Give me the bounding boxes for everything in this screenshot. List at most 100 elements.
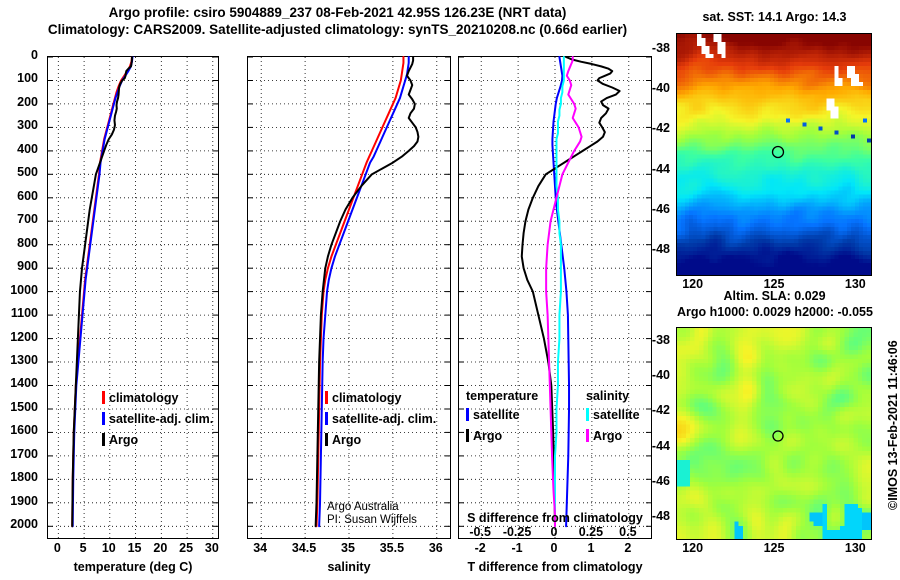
legend-swatch-climatology — [102, 391, 105, 404]
difference-legend-temperature: temperature satellite Argo — [466, 389, 538, 445]
map-ytick-neg48: -48 — [651, 509, 670, 524]
map-ytick-neg46: -46 — [651, 201, 670, 216]
depth-tick-1800: 1800 — [10, 470, 38, 485]
xtick-0.5: 0.5 — [619, 525, 637, 539]
depth-tick-1300: 1300 — [10, 353, 38, 368]
legend-swatch-temp-argo — [466, 429, 469, 442]
depth-tick-0: 0 — [31, 48, 38, 62]
temperature-xticks: 0 5 10 15 20 25 30 — [47, 541, 219, 559]
legend-label-sal-argo: Argo — [593, 429, 623, 443]
attribution-org: Argo Australia — [327, 501, 399, 513]
depth-tick-800: 800 — [17, 235, 38, 250]
legend-label-argo: Argo — [109, 433, 139, 447]
xtick-35: 35 — [341, 541, 355, 555]
page-title-line1: Argo profile: csiro 5904889_237 08-Feb-2… — [108, 5, 567, 20]
map-xtick-120: 120 — [682, 277, 704, 291]
legend-label-temp-satellite: satellite — [473, 408, 520, 422]
sst-map-header: sat. SST: 14.1 Argo: 14.3 — [702, 10, 847, 24]
map-xtick-130: 130 — [844, 541, 866, 555]
legend-label-climatology-sal: climatology — [332, 391, 402, 405]
sst-map-yticks: -38 -40 -42 -44 -46 -48 — [640, 33, 674, 276]
xtick-36: 36 — [428, 541, 443, 555]
legend-swatch-argo-sal — [325, 433, 328, 446]
sla-map[interactable] — [676, 327, 872, 540]
map-ytick-neg40: -40 — [651, 368, 670, 383]
depth-tick-2000: 2000 — [10, 517, 38, 532]
legend-label-argo-sal: Argo — [332, 433, 362, 447]
map-xtick-130: 130 — [844, 277, 866, 291]
legend-swatch-temp-satellite — [466, 408, 469, 421]
sla-map-xticks: 120 125 130 — [676, 541, 872, 557]
temperature-depth-ticks: 0 100 200 300 400 500 600 700 800 900 1000 1100 1200… — [0, 48, 44, 539]
depth-tick-1400: 1400 — [10, 376, 38, 391]
map-ytick-neg38: -38 — [651, 333, 670, 348]
legend-label-satellite-adj: satellite-adj. clim. — [109, 412, 214, 426]
map-ytick-neg44: -44 — [651, 438, 670, 453]
xtick-10: 10 — [101, 541, 116, 555]
sst-map[interactable] — [676, 33, 872, 276]
depth-tick-600: 600 — [17, 188, 38, 203]
depth-tick-700: 700 — [17, 212, 38, 227]
copyright-text: ©IMOS 13-Feb-2021 11:46:06 — [886, 340, 900, 510]
xtick-25: 25 — [179, 541, 194, 555]
salinity-xticks: 34 34.5 35 35.5 36 — [247, 541, 451, 559]
legend-swatch-argo — [102, 433, 105, 446]
legend-label-satellite-adj-sal: satellite-adj. clim. — [332, 412, 437, 426]
xtick--0.5: -0.5 — [469, 525, 491, 539]
xtick--2: -2 — [474, 541, 486, 555]
xtick-0: 0 — [53, 541, 61, 555]
xtick-2: 2 — [624, 541, 632, 555]
difference-xticks-bottom: -2 -1 0 1 2 — [458, 541, 652, 559]
sla-map-header-line2: Argo h1000: 0.0029 h2000: -0.055 — [677, 305, 873, 319]
depth-tick-900: 900 — [17, 259, 38, 274]
xtick--0.25: -0.25 — [502, 525, 532, 539]
page-title-line2: Climatology: CARS2009. Satellite-adjuste… — [47, 22, 628, 37]
map-ytick-neg38: -38 — [651, 41, 670, 56]
sst-map-xticks: 120 125 130 — [676, 277, 872, 293]
xtick-0.25: 0.25 — [578, 525, 604, 539]
legend-swatch-sal-satellite — [586, 408, 589, 421]
xtick-20: 20 — [153, 541, 168, 555]
difference-xticks-top: -0.5 -0.25 0 0.25 0.5 — [458, 525, 652, 541]
map-ytick-neg46: -46 — [651, 473, 670, 488]
depth-tick-1600: 1600 — [10, 423, 38, 438]
xtick-35.5: 35.5 — [379, 541, 405, 555]
depth-tick-1900: 1900 — [10, 493, 38, 508]
depth-tick-1100: 1100 — [10, 306, 38, 321]
salinity-axis-label: salinity — [327, 560, 371, 574]
depth-tick-400: 400 — [17, 141, 38, 156]
depth-tick-200: 200 — [17, 94, 38, 109]
salinity-legend: climatology satellite-adj. clim. Argo — [325, 389, 436, 449]
depth-tick-300: 300 — [17, 118, 38, 133]
xtick-30: 30 — [204, 541, 219, 555]
legend-swatch-satellite-adj — [102, 412, 105, 425]
map-ytick-neg40: -40 — [651, 81, 670, 96]
depth-tick-500: 500 — [17, 165, 38, 180]
xtick-34: 34 — [253, 541, 268, 555]
legend-label-sal-satellite: satellite — [593, 408, 640, 422]
attribution-pi: PI: Susan Wijffels — [327, 514, 417, 526]
depth-tick-1000: 1000 — [10, 282, 38, 297]
legend-label-temp-argo: Argo — [473, 429, 503, 443]
xtick-5: 5 — [79, 541, 87, 555]
depth-tick-1700: 1700 — [10, 446, 38, 461]
map-xtick-125: 125 — [763, 541, 785, 555]
legend-label-climatology: climatology — [109, 391, 179, 405]
map-xtick-125: 125 — [763, 277, 785, 291]
difference-axis-label-top: S difference from climatology — [467, 511, 643, 525]
xtick-15: 15 — [127, 541, 142, 555]
legend-group-title-salinity: salinity — [586, 389, 630, 403]
depth-tick-100: 100 — [17, 71, 38, 86]
legend-swatch-climatology-sal — [325, 391, 328, 404]
legend-group-title-temperature: temperature — [466, 389, 539, 403]
sla-map-yticks: -38 -40 -42 -44 -46 -48 — [640, 327, 674, 540]
difference-legend-salinity: salinity satellite Argo — [586, 389, 640, 445]
legend-swatch-sal-argo — [586, 429, 589, 442]
xtick-0: 0 — [550, 525, 558, 539]
xtick-1: 1 — [587, 541, 595, 555]
difference-panel — [458, 56, 652, 539]
temperature-axis-label: temperature (deg C) — [73, 560, 193, 574]
xtick-0: 0 — [550, 541, 558, 555]
map-xtick-120: 120 — [682, 541, 704, 555]
map-ytick-neg42: -42 — [651, 403, 670, 418]
